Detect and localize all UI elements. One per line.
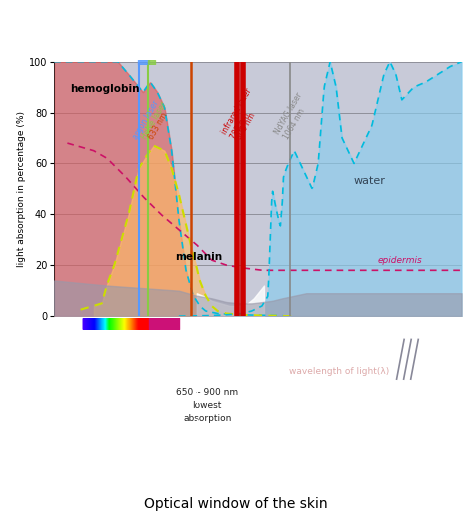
Text: water: water (354, 176, 386, 186)
Text: 1000 nm: 1000 nm (254, 346, 294, 355)
Text: NdYAG laser
1064 nm: NdYAG laser 1064 nm (273, 91, 313, 141)
Text: hemoglobin: hemoglobin (70, 84, 139, 94)
Text: HeNe laser: HeNe laser (140, 100, 169, 141)
Text: argon laser: argon laser (131, 99, 161, 141)
Text: 800 nm: 800 nm (224, 346, 259, 355)
Text: ultraviolet: ultraviolet (57, 368, 104, 377)
Text: wavelength of light(λ): wavelength of light(λ) (289, 368, 389, 376)
Text: infrared laser
785 nm: infrared laser 785 nm (220, 87, 263, 141)
Text: visible spectrum: visible spectrum (113, 346, 187, 355)
Text: 808 nm: 808 nm (236, 112, 258, 141)
Text: Optical window of the skin: Optical window of the skin (144, 497, 327, 511)
Text: near infrared: near infrared (325, 346, 384, 355)
Text: window: window (178, 457, 237, 471)
Text: lowest: lowest (193, 401, 222, 410)
Text: 2500 nm: 2500 nm (436, 346, 471, 355)
Text: optical: optical (181, 438, 234, 452)
Text: 633 nm: 633 nm (147, 112, 170, 141)
Text: absorption: absorption (183, 414, 231, 423)
Y-axis label: light absorption in percentage (%): light absorption in percentage (%) (17, 111, 26, 267)
Text: 650 – 900 nm: 650 – 900 nm (176, 388, 238, 397)
Text: epidermis: epidermis (378, 255, 422, 265)
Text: 400 nm: 400 nm (64, 346, 98, 355)
Text: melanin: melanin (175, 252, 222, 262)
